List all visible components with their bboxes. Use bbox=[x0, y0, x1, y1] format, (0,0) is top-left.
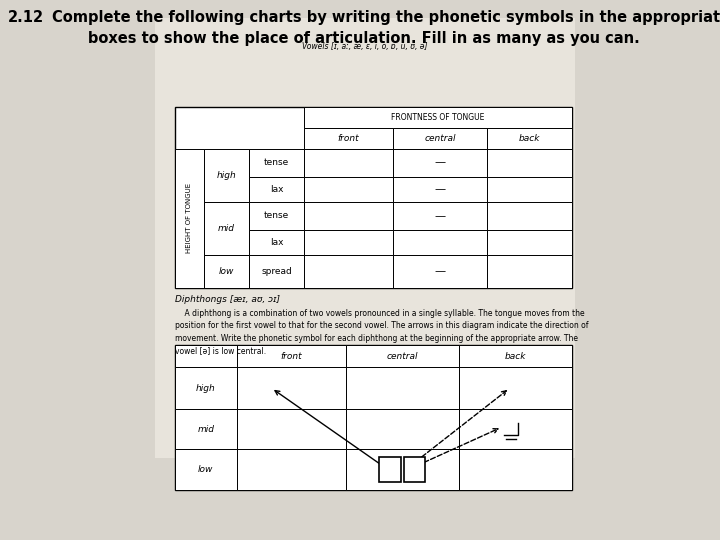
Bar bbox=[204, 148, 249, 201]
Bar bbox=[487, 128, 572, 148]
Text: lax: lax bbox=[270, 238, 284, 247]
Bar bbox=[393, 177, 487, 201]
Text: —: — bbox=[434, 184, 446, 194]
Text: 2.12: 2.12 bbox=[8, 10, 44, 25]
Bar bbox=[237, 409, 346, 449]
Text: central: central bbox=[424, 134, 456, 143]
Bar bbox=[304, 107, 572, 128]
Bar bbox=[393, 148, 487, 177]
Bar bbox=[249, 201, 304, 229]
Text: mid: mid bbox=[218, 224, 235, 233]
Bar bbox=[249, 255, 304, 288]
Text: central: central bbox=[387, 352, 418, 361]
Bar bbox=[393, 255, 487, 288]
Bar bbox=[175, 368, 237, 409]
Bar bbox=[249, 177, 304, 201]
Text: spread: spread bbox=[261, 267, 292, 276]
Bar bbox=[175, 409, 237, 449]
Text: high: high bbox=[217, 171, 236, 180]
Bar bbox=[379, 457, 401, 482]
Text: Vowels [ɪ, aː, æ, ɛ, i, o, ɒ, u, ʊ, ə]: Vowels [ɪ, aː, æ, ɛ, i, o, ɒ, u, ʊ, ə] bbox=[302, 42, 428, 51]
Bar bbox=[175, 107, 572, 288]
Bar bbox=[346, 409, 459, 449]
Bar bbox=[346, 345, 459, 368]
Text: back: back bbox=[518, 134, 540, 143]
Text: Complete the following charts by writing the phonetic symbols in the appropriate: Complete the following charts by writing… bbox=[52, 10, 720, 46]
Text: mid: mid bbox=[197, 424, 215, 434]
Bar bbox=[487, 230, 572, 255]
Bar bbox=[237, 368, 346, 409]
Bar bbox=[175, 449, 237, 490]
Text: FRONTNESS OF TONGUE: FRONTNESS OF TONGUE bbox=[392, 113, 485, 122]
Bar bbox=[459, 409, 572, 449]
Text: —: — bbox=[434, 158, 446, 167]
Text: front: front bbox=[280, 352, 302, 361]
Bar bbox=[393, 230, 487, 255]
Bar bbox=[459, 345, 572, 368]
Text: —: — bbox=[434, 266, 446, 276]
Bar bbox=[346, 368, 459, 409]
Text: front: front bbox=[338, 134, 359, 143]
Text: A diphthong is a combination of two vowels pronounced in a single syllable. The : A diphthong is a combination of two vowe… bbox=[175, 309, 588, 355]
Bar bbox=[459, 368, 572, 409]
Bar bbox=[459, 449, 572, 490]
Bar bbox=[304, 201, 393, 229]
Bar bbox=[204, 201, 249, 255]
Bar bbox=[393, 201, 487, 229]
Bar bbox=[487, 255, 572, 288]
Bar bbox=[346, 449, 459, 490]
Bar bbox=[237, 345, 346, 368]
Text: —: — bbox=[434, 211, 446, 221]
Text: high: high bbox=[196, 383, 216, 393]
Bar bbox=[204, 255, 249, 288]
Bar bbox=[304, 255, 393, 288]
Bar bbox=[304, 177, 393, 201]
Bar bbox=[304, 128, 393, 148]
Bar bbox=[237, 449, 346, 490]
Text: low: low bbox=[198, 465, 213, 474]
Text: low: low bbox=[219, 267, 234, 276]
Text: back: back bbox=[505, 352, 526, 361]
Bar bbox=[393, 128, 487, 148]
Text: tense: tense bbox=[264, 211, 289, 220]
Bar bbox=[175, 148, 204, 288]
Text: HEIGHT OF TONGUE: HEIGHT OF TONGUE bbox=[186, 183, 192, 253]
Bar bbox=[175, 345, 572, 490]
Bar bbox=[175, 345, 237, 368]
Text: tense: tense bbox=[264, 158, 289, 167]
Bar bbox=[249, 230, 304, 255]
Bar bbox=[487, 148, 572, 177]
Bar bbox=[487, 177, 572, 201]
Bar bbox=[404, 457, 426, 482]
Bar bbox=[155, 18, 575, 458]
Bar bbox=[304, 230, 393, 255]
Bar bbox=[249, 148, 304, 177]
Bar bbox=[304, 148, 393, 177]
Text: Diphthongs [æɪ, aʊ, ɔɪ]: Diphthongs [æɪ, aʊ, ɔɪ] bbox=[175, 295, 280, 304]
Bar bbox=[487, 201, 572, 229]
Text: lax: lax bbox=[270, 185, 284, 193]
